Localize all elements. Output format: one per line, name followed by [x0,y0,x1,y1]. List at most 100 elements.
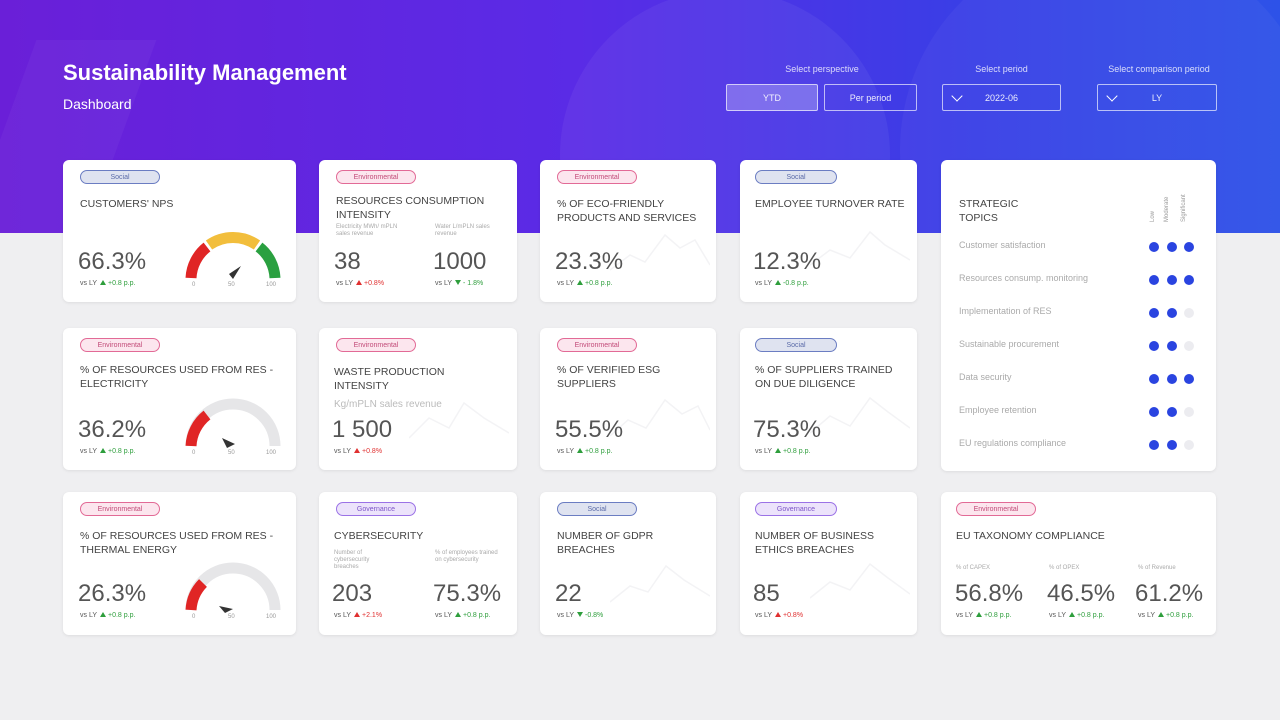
arrow-up-icon [775,280,781,285]
period-select[interactable]: 2022-06 [942,84,1061,111]
background-sparkline [610,564,710,603]
tag-environmental: Environmental [80,338,160,352]
arrow-up-icon [775,612,781,617]
comparison-select[interactable]: LY [1097,84,1217,111]
level-dot [1149,440,1159,450]
vs-ly: vs LY -0.8% [557,612,604,619]
gauge-chart [185,231,281,279]
vs-ly: vs LY +0.8% [334,448,383,455]
card-verified-esg[interactable]: Environmental % OF VERIFIED ESG SUPPLIER… [540,328,716,470]
kpi-value: 22 [555,580,582,607]
level-dot [1184,407,1194,417]
card-title: CYBERSECURITY [334,530,424,542]
column-low: Low [1150,210,1156,222]
card-title: NUMBER OF GDPR BREACHES [557,530,654,556]
arrow-up-icon [455,612,461,617]
background-sparkline [810,396,910,434]
kpi-value: 12.3% [753,248,822,275]
card-strategic-topics: STRATEGIC TOPICS Low Moderate Significan… [941,160,1216,471]
tag-social: Social [755,338,837,352]
tag-social: Social [557,502,637,516]
level-dot [1184,308,1194,318]
capex-label: % of CAPEX [956,565,991,571]
level-dot [1184,440,1194,450]
gauge-needle [222,438,235,448]
tag-environmental: Environmental [336,338,416,352]
opex-label: % of OPEX [1049,565,1080,571]
electricity-value: 38 [334,248,361,275]
gauge-mid: 50 [228,450,235,456]
gauge-chart [185,398,281,448]
vs-ly: vs LY -0.8 p.p. [755,280,809,287]
card-cybersecurity[interactable]: Governance CYBERSECURITY Number of cyber… [319,492,517,635]
card-customers-nps[interactable]: Social CUSTOMERS' NPS 66.3% vs LY +0.8 p.… [63,160,296,302]
arrow-up-icon [577,280,583,285]
gauge-min: 0 [192,450,196,456]
breaches-value: 203 [332,580,373,607]
gauge-min: 0 [192,614,196,620]
gauge-max: 100 [266,614,277,620]
card-res-thermal[interactable]: Environmental % OF RESOURCES USED FROM R… [63,492,296,635]
period-value: 2022-06 [984,92,1019,103]
perspective-per-period-button[interactable]: Per period [824,84,917,111]
level-dot [1184,374,1194,384]
card-suppliers-trained[interactable]: Social % OF SUPPLIERS TRAINED ON DUE DIL… [740,328,917,470]
arrow-up-icon [354,612,360,617]
perspective-ytd-button[interactable]: YTD [726,84,818,111]
tag-environmental: Environmental [956,502,1036,516]
tag-governance: Governance [755,502,837,516]
topic-label: Resources consump. monitoring [959,273,1089,283]
kpi-value: 1 500 [332,416,393,443]
card-title: % OF ECO-FRIENDLY PRODUCTS AND SERVICES [557,198,697,224]
topic-label: Implementation of RES [959,306,1052,316]
revenue-label: % of Revenue [1138,565,1176,571]
arrow-down-icon [455,280,461,285]
water-value: 1000 [433,248,487,275]
background-sparkline [610,233,710,271]
water-label: Water L/mPLN sales revenue [435,224,490,237]
revenue-value: 61.2% [1135,580,1204,607]
card-waste-production[interactable]: Environmental WASTE PRODUCTION INTENSITY… [319,328,517,470]
strategic-title: STRATEGIC TOPICS [959,198,1019,224]
card-ethics-breaches[interactable]: Governance NUMBER OF BUSINESS ETHICS BRE… [740,492,917,635]
level-dot [1167,275,1177,285]
vs-ly: vs LY +0.8 p.p. [80,612,136,619]
level-dot [1167,440,1177,450]
card-title: % OF RESOURCES USED FROM RES - ELECTRICI… [80,364,274,390]
card-gdpr-breaches[interactable]: Social NUMBER OF GDPR BREACHES 22 vs LY -… [540,492,716,635]
card-title: NUMBER OF BUSINESS ETHICS BREACHES [755,530,875,556]
level-dot [1167,407,1177,417]
card-res-electricity[interactable]: Environmental % OF RESOURCES USED FROM R… [63,328,296,470]
arrow-up-icon [100,280,106,285]
vs-ly: vs LY - 1.8% [435,280,484,287]
vs-ly: vs LY +0.8 p.p. [956,612,1012,619]
trained-value: 75.3% [433,580,502,607]
unit-label: Kg/mPLN sales revenue [334,399,442,410]
card-employee-turnover[interactable]: Social EMPLOYEE TURNOVER RATE 12.3% vs L… [740,160,917,302]
card-resources-consumption[interactable]: Environmental RESOURCES CONSUMPTION INTE… [319,160,517,302]
vs-ly: vs LY +0.8 p.p. [1138,612,1194,619]
gauge-chart [185,562,281,613]
level-dot [1149,341,1159,351]
arrow-up-icon [577,448,583,453]
vs-ly: vs LY +0.8% [755,612,804,619]
tag-environmental: Environmental [80,502,160,516]
arrow-up-icon [775,448,781,453]
arrow-up-icon [100,612,106,617]
gauge-mid: 50 [228,282,235,288]
card-eco-friendly[interactable]: Environmental % OF ECO-FRIENDLY PRODUCTS… [540,160,716,302]
vs-ly: vs LY +0.8 p.p. [755,448,811,455]
vs-ly: vs LY +2.1% [334,612,383,619]
arrow-up-icon [976,612,982,617]
chevron-down-icon [951,90,963,102]
period-label: Select period [975,64,1028,74]
topic-label: EU regulations compliance [959,438,1067,448]
level-dot [1167,374,1177,384]
card-title: % OF SUPPLIERS TRAINED ON DUE DILIGENCE [755,364,893,390]
card-eu-taxonomy[interactable]: Environmental EU TAXONOMY COMPLIANCE % o… [941,492,1216,635]
tag-environmental: Environmental [557,338,637,352]
level-dot [1149,374,1159,384]
background-sparkline [610,398,710,437]
level-dot [1149,242,1159,252]
level-dot [1167,341,1177,351]
